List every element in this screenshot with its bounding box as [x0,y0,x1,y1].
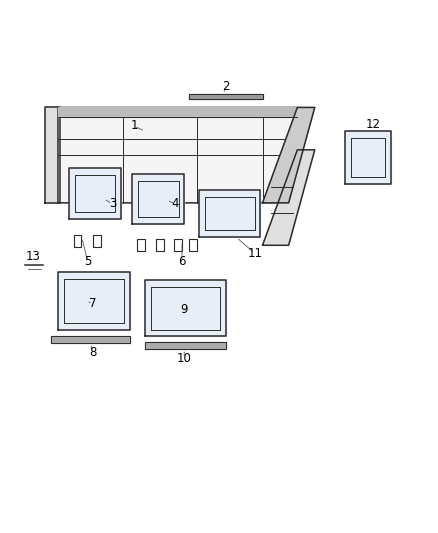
Polygon shape [262,150,315,245]
Polygon shape [58,108,297,117]
Text: 3: 3 [109,197,116,211]
Text: 5: 5 [84,255,91,268]
Bar [93,235,101,247]
Text: 9: 9 [180,303,188,317]
Text: 1: 1 [131,119,138,133]
Polygon shape [58,108,297,203]
Text: 8: 8 [89,346,96,359]
Text: 7: 7 [89,297,96,310]
Polygon shape [345,131,391,184]
Text: 4: 4 [172,197,179,211]
Polygon shape [69,168,121,219]
Polygon shape [145,280,226,336]
Polygon shape [262,108,315,203]
Polygon shape [145,342,226,349]
Text: 10: 10 [177,352,191,365]
Text: 6: 6 [178,255,186,268]
Bar [137,239,145,251]
Text: 11: 11 [247,247,262,260]
Polygon shape [188,94,262,100]
Polygon shape [58,272,130,330]
Bar [189,239,197,251]
Text: 12: 12 [366,118,381,131]
Polygon shape [51,336,130,343]
Text: 2: 2 [222,80,229,93]
Bar [74,235,81,247]
Polygon shape [45,108,60,203]
Polygon shape [132,174,184,224]
Polygon shape [199,190,260,237]
Bar [156,239,164,251]
Text: 13: 13 [26,251,41,263]
Bar [174,239,182,251]
